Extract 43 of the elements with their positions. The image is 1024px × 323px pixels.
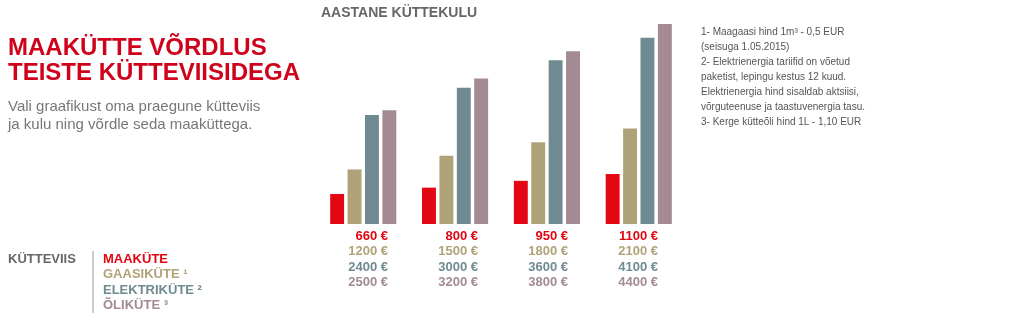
text: Vali graafikust oma praegune kütteviis ja kulu ning võrdle seda maaküttega. bbox=[7, 97, 261, 132]
data-label: 3000 € bbox=[438, 258, 478, 274]
data-label: 1800 € bbox=[528, 243, 568, 259]
bar bbox=[382, 110, 397, 224]
data-label: 2100 € bbox=[618, 243, 658, 259]
text: MAAKÜTE bbox=[103, 250, 169, 266]
data-label: 3600 € bbox=[528, 258, 568, 274]
text: 3- Kerge kütteõli hind 1L - 1,10 EUR bbox=[701, 115, 862, 127]
bar bbox=[531, 142, 546, 224]
data-label: 1100 € bbox=[618, 227, 658, 243]
bar bbox=[422, 187, 436, 224]
legend-title: KÜTTEVIIS bbox=[8, 251, 77, 266]
data-label: 4100 € bbox=[618, 258, 658, 274]
data-label: 3800 € bbox=[528, 274, 568, 290]
bar bbox=[657, 24, 672, 224]
bar bbox=[364, 114, 379, 224]
bar bbox=[456, 87, 471, 224]
data-label: 1200 € bbox=[348, 243, 388, 259]
text: 1- Maagaasi hind 1m³ - 0,5 EUR (seisuga 1.05.2015) bbox=[701, 25, 845, 52]
text: ELEKTRIKÜTE ² bbox=[103, 281, 203, 297]
y-axis-title: AASTANE KÜTTEKULU bbox=[321, 4, 478, 20]
text: MAAKÜTTE VÕRDLUS TEISTE KÜTTEVIISIDEGA bbox=[8, 33, 301, 85]
data-label: 3200 € bbox=[438, 274, 478, 290]
bar bbox=[605, 174, 620, 224]
data-label: 800 € bbox=[445, 227, 478, 243]
text: 2- Elektrienergia tariifid on võetud paketist, lepingu kestus 12 kuud. Elektrienergia hind sisaldab aktsiisi, võrguteenuse ja taastuvenergia tasu. bbox=[701, 55, 865, 112]
bar bbox=[548, 60, 563, 224]
bar bbox=[439, 155, 454, 224]
text: GAASIKÜTE ¹ bbox=[103, 266, 188, 282]
data-label: 950 € bbox=[535, 227, 568, 243]
data-label: 1500 € bbox=[438, 243, 478, 259]
data-label: 660 € bbox=[355, 227, 388, 243]
data-label: 2500 € bbox=[348, 274, 388, 290]
data-label: 2400 € bbox=[348, 258, 388, 274]
bar bbox=[623, 128, 638, 224]
bar bbox=[513, 180, 528, 224]
bar bbox=[330, 194, 345, 224]
bar bbox=[640, 37, 655, 224]
text: ÕLIKÜTE ³ bbox=[103, 297, 169, 313]
bar bbox=[474, 78, 489, 224]
data-label: 4400 € bbox=[618, 274, 658, 290]
bar bbox=[347, 169, 362, 224]
bar bbox=[566, 51, 580, 224]
